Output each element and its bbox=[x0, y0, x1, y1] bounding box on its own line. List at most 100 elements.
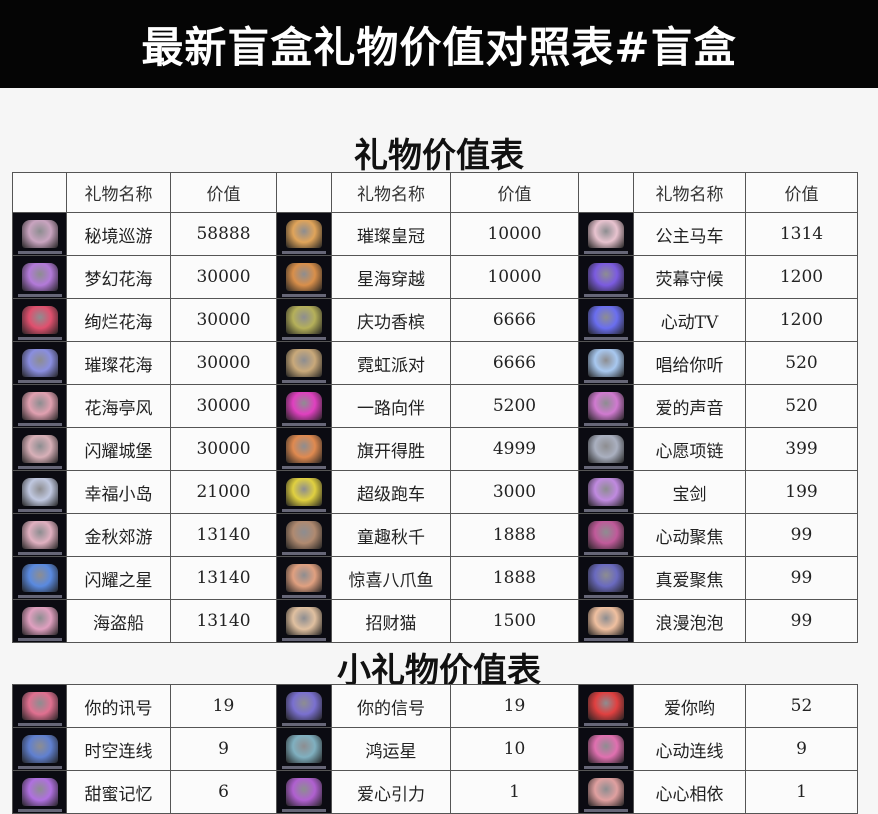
table-row: 金秋郊游 13140 童趣秋千 1888 心动聚焦 99 bbox=[12, 513, 858, 557]
gift-name: 甜蜜记忆 bbox=[66, 770, 171, 814]
gift-icon-cell bbox=[12, 427, 67, 471]
gift-name: 金秋郊游 bbox=[66, 513, 171, 557]
gift-icon-cell bbox=[276, 212, 332, 256]
table-row: 时空连线 9 鸿运星 10 心动连线 9 bbox=[12, 727, 858, 771]
gift-value-table: 礼物名称 价值 礼物名称 价值 礼物名称 价值 秘境巡游 58888 璀璨皇冠 10000 公主马车… bbox=[12, 172, 858, 643]
gift-name: 爱的声音 bbox=[633, 384, 746, 428]
gift-name: 荧幕守候 bbox=[633, 255, 746, 299]
gift-icon bbox=[584, 392, 628, 426]
gift-icon-cell bbox=[578, 770, 634, 814]
gift-icon-cell bbox=[276, 255, 332, 299]
gift-name: 爱你哟 bbox=[633, 684, 746, 728]
gift-icon bbox=[282, 778, 326, 812]
header-icon-cell bbox=[578, 172, 634, 213]
header-icon-cell bbox=[276, 172, 332, 213]
table-row: 幸福小岛 21000 超级跑车 3000 宝剑 199 bbox=[12, 470, 858, 514]
gift-icon-cell bbox=[12, 255, 67, 299]
header-value: 价值 bbox=[450, 172, 579, 213]
gift-name: 心动TV bbox=[633, 298, 746, 342]
gift-icon-cell bbox=[12, 384, 67, 428]
table-row: 梦幻花海 30000 星海穿越 10000 荧幕守候 1200 bbox=[12, 255, 858, 299]
gift-value: 9 bbox=[170, 727, 277, 771]
gift-name: 旗开得胜 bbox=[331, 427, 451, 471]
gift-value: 99 bbox=[745, 513, 858, 557]
gift-icon bbox=[282, 435, 326, 469]
gift-icon-cell bbox=[12, 298, 67, 342]
gift-icon bbox=[584, 692, 628, 726]
gift-icon bbox=[17, 263, 62, 297]
table-row: 甜蜜记忆 6 爱心引力 1 心心相依 1 bbox=[12, 770, 858, 814]
gift-value: 19 bbox=[170, 684, 277, 728]
gift-icon bbox=[282, 220, 326, 254]
header-value: 价值 bbox=[170, 172, 277, 213]
gift-value: 19 bbox=[450, 684, 579, 728]
gift-icon bbox=[584, 263, 628, 297]
gift-icon bbox=[584, 349, 628, 383]
gift-value: 13140 bbox=[170, 556, 277, 600]
banner-title: 最新盲盒礼物价值对照表#盲盒 bbox=[141, 22, 737, 72]
gift-value: 9 bbox=[745, 727, 858, 771]
gift-icon-cell bbox=[276, 427, 332, 471]
gift-value: 10000 bbox=[450, 212, 579, 256]
gift-name: 童趣秋千 bbox=[331, 513, 451, 557]
gift-value: 1888 bbox=[450, 513, 579, 557]
gift-icon bbox=[282, 306, 326, 340]
gift-name: 公主马车 bbox=[633, 212, 746, 256]
gift-icon bbox=[17, 220, 62, 254]
gift-icon bbox=[17, 349, 62, 383]
gift-value: 13140 bbox=[170, 599, 277, 643]
gift-value: 1200 bbox=[745, 255, 858, 299]
gift-name: 梦幻花海 bbox=[66, 255, 171, 299]
gift-icon bbox=[17, 435, 62, 469]
header-name: 礼物名称 bbox=[331, 172, 451, 213]
gift-icon bbox=[282, 735, 326, 769]
gift-icon bbox=[17, 607, 62, 641]
gift-icon-cell bbox=[578, 599, 634, 643]
small-gift-value-table: 你的讯号 19 你的信号 19 爱你哟 52 时空连线 9 鸿运星 10 心动连线 9 甜蜜记忆 6 爱心引… bbox=[12, 684, 858, 814]
gift-value: 1500 bbox=[450, 599, 579, 643]
gift-icon bbox=[282, 478, 326, 512]
gift-value: 10000 bbox=[450, 255, 579, 299]
gift-icon bbox=[282, 521, 326, 555]
gift-name: 闪耀城堡 bbox=[66, 427, 171, 471]
gift-icon bbox=[282, 263, 326, 297]
gift-value: 58888 bbox=[170, 212, 277, 256]
gift-icon-cell bbox=[578, 427, 634, 471]
table-row: 绚烂花海 30000 庆功香槟 6666 心动TV 1200 bbox=[12, 298, 858, 342]
gift-value: 30000 bbox=[170, 341, 277, 385]
gift-icon-cell bbox=[12, 341, 67, 385]
gift-icon bbox=[17, 392, 62, 426]
gift-icon-cell bbox=[578, 470, 634, 514]
gift-value: 1 bbox=[745, 770, 858, 814]
gift-name: 真爱聚焦 bbox=[633, 556, 746, 600]
gift-value: 99 bbox=[745, 599, 858, 643]
gift-name: 海盗船 bbox=[66, 599, 171, 643]
gift-value: 10 bbox=[450, 727, 579, 771]
gift-name: 宝剑 bbox=[633, 470, 746, 514]
gift-value: 3000 bbox=[450, 470, 579, 514]
gift-icon-cell bbox=[578, 727, 634, 771]
gift-icon-cell bbox=[578, 298, 634, 342]
gift-icon bbox=[584, 435, 628, 469]
gift-value: 99 bbox=[745, 556, 858, 600]
table-row: 花海亭风 30000 一路向伴 5200 爱的声音 520 bbox=[12, 384, 858, 428]
gift-icon-cell bbox=[12, 556, 67, 600]
gift-icon bbox=[584, 220, 628, 254]
gift-name: 时空连线 bbox=[66, 727, 171, 771]
gift-name: 心愿项链 bbox=[633, 427, 746, 471]
gift-name: 招财猫 bbox=[331, 599, 451, 643]
header-name: 礼物名称 bbox=[633, 172, 746, 213]
gift-name: 幸福小岛 bbox=[66, 470, 171, 514]
gift-name: 心动聚焦 bbox=[633, 513, 746, 557]
gift-name: 你的讯号 bbox=[66, 684, 171, 728]
gift-name: 星海穿越 bbox=[331, 255, 451, 299]
gift-name: 秘境巡游 bbox=[66, 212, 171, 256]
gift-name: 璀璨花海 bbox=[66, 341, 171, 385]
gift-icon-cell bbox=[12, 513, 67, 557]
gift-icon bbox=[17, 778, 62, 812]
gift-icon bbox=[584, 607, 628, 641]
gift-name: 一路向伴 bbox=[331, 384, 451, 428]
gift-value: 30000 bbox=[170, 255, 277, 299]
gift-icon bbox=[17, 692, 62, 726]
gift-value: 4999 bbox=[450, 427, 579, 471]
